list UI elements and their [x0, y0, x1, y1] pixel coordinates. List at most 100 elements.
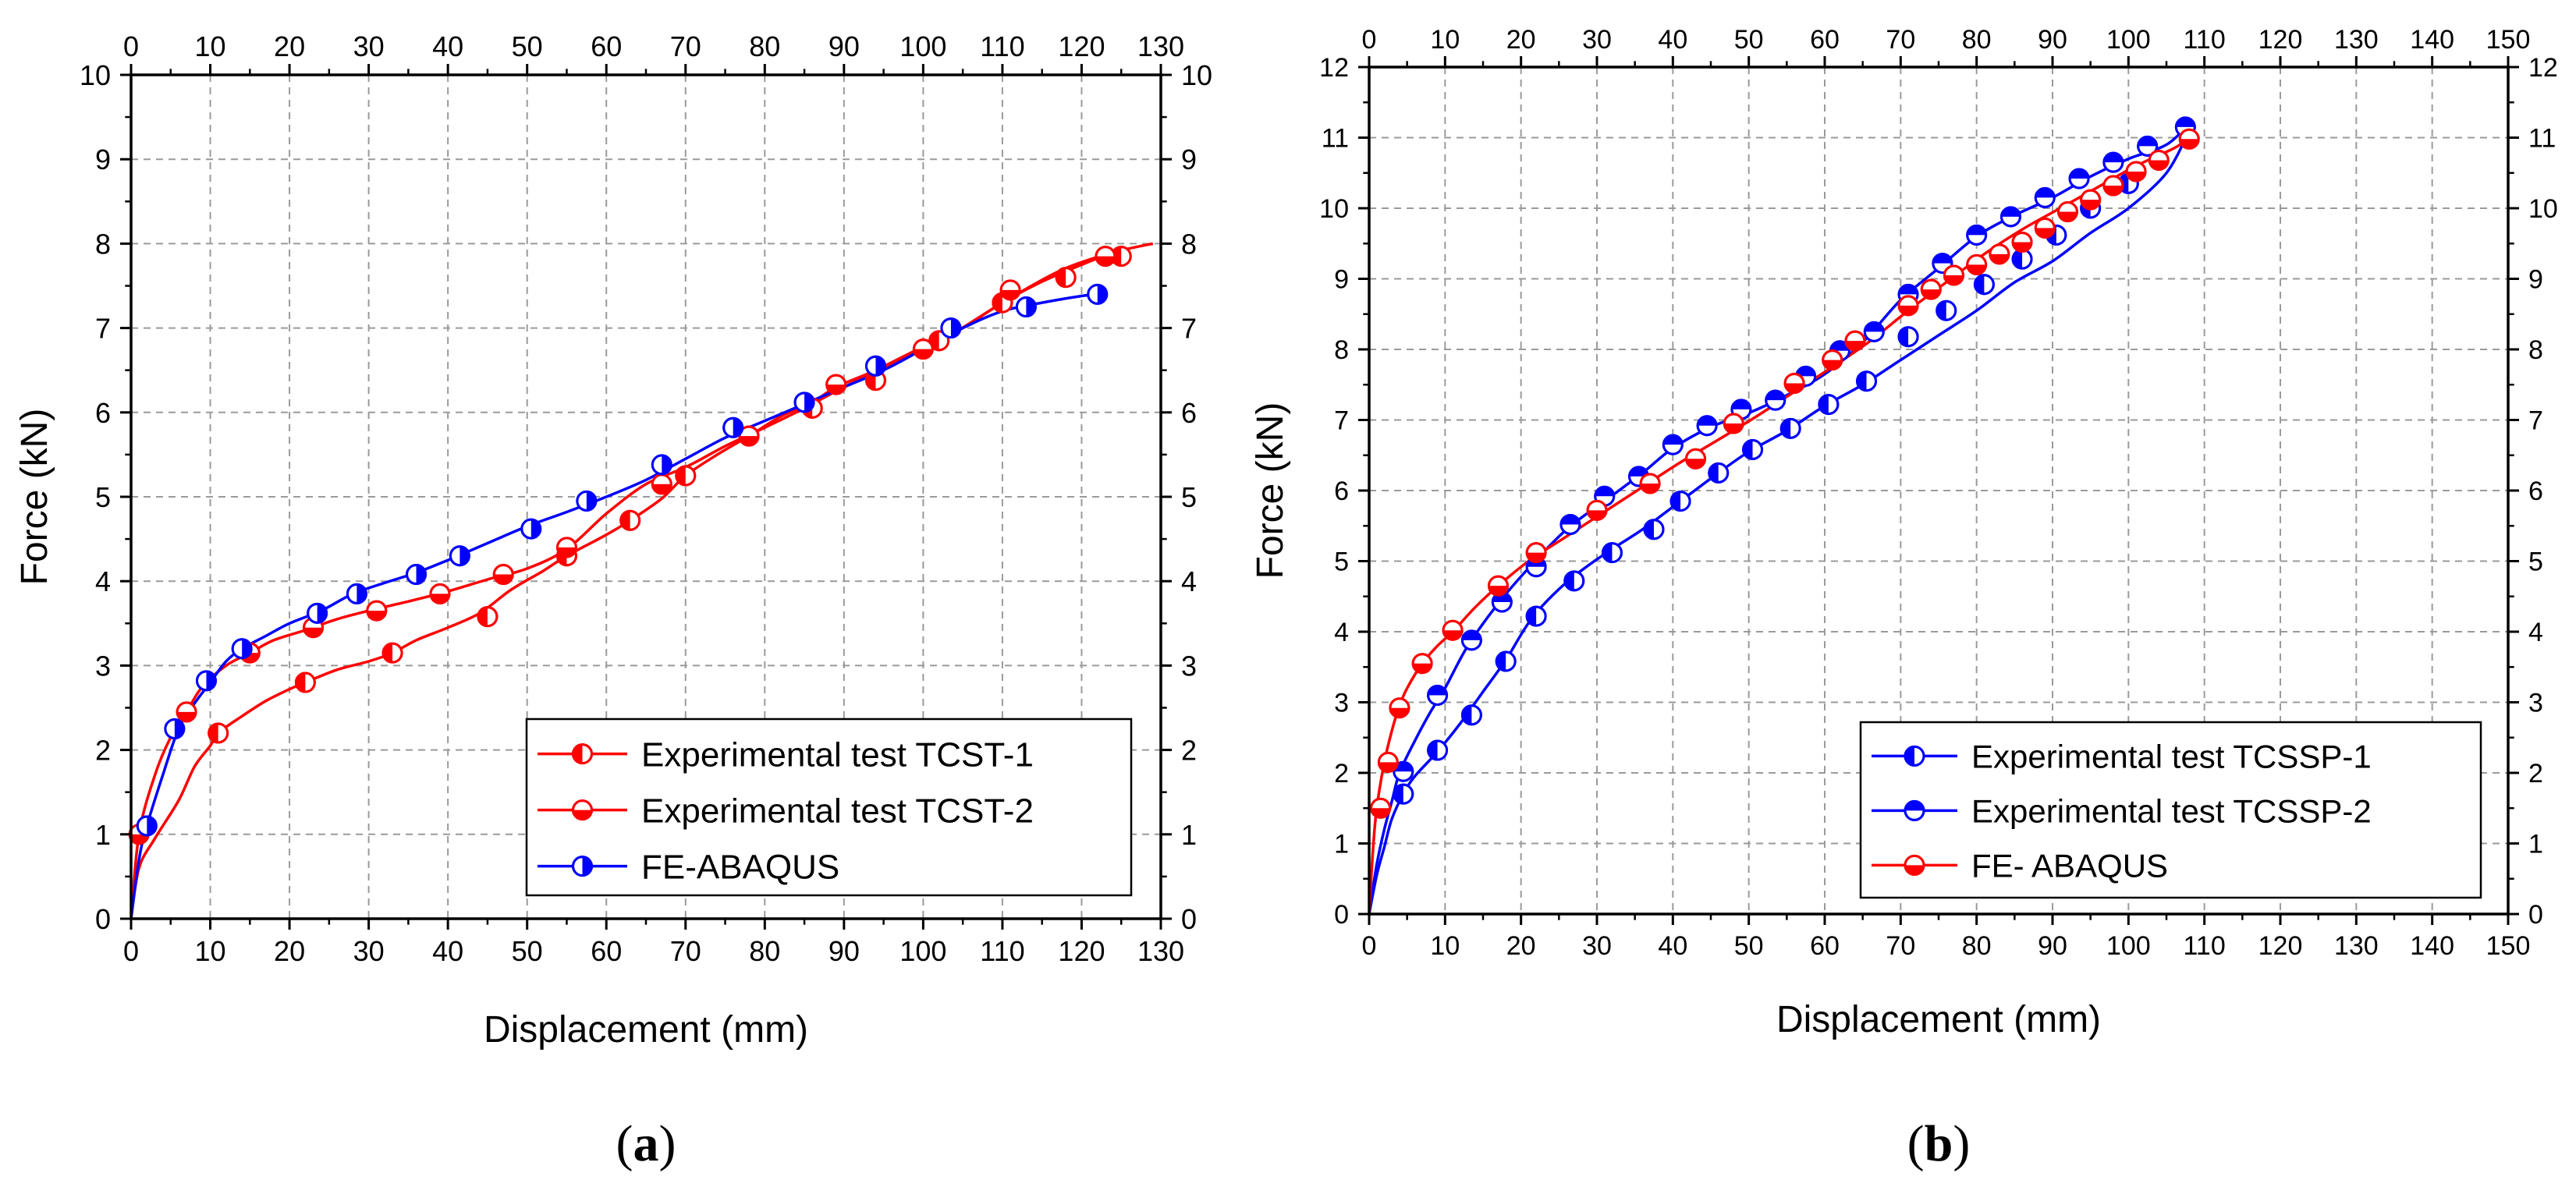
legend-label-b-3: FE- ABAQUS	[1971, 848, 2168, 884]
y-tick-label-left: 0	[1334, 900, 1349, 930]
chart-panel-a: 0010102020303040405050606070708080909010…	[14, 30, 1212, 1172]
x-tick-label-bottom: 20	[1506, 931, 1536, 961]
data-point-b-2	[2034, 186, 2056, 208]
panel-label-b-close: )	[1953, 1115, 1970, 1172]
data-point-a-3	[1087, 283, 1109, 305]
data-point-b-3	[2125, 161, 2147, 182]
y-axis-title-b: Force (kN)	[1250, 402, 1291, 579]
y-tick-label-right: 4	[2528, 618, 2543, 647]
x-tick-label-top: 20	[274, 30, 305, 62]
y-tick-label-left: 6	[1334, 477, 1349, 506]
legend-label-b-2: Experimental test TCSSP-2	[1971, 793, 2372, 830]
x-tick-label-bottom: 80	[1962, 931, 1992, 961]
y-tick-label-left: 9	[95, 144, 111, 175]
x-tick-label-bottom: 90	[2038, 931, 2067, 961]
x-axis-title-b: Displacement (mm)	[1776, 999, 2101, 1040]
x-tick-label-top: 120	[1058, 30, 1105, 62]
data-point-b-2	[1966, 224, 1988, 246]
y-tick-label-left: 4	[95, 565, 111, 597]
data-point-b-2	[1863, 321, 1885, 342]
data-point-b-1	[1856, 370, 1878, 392]
x-tick-label-bottom: 100	[899, 935, 946, 967]
series-layer-b	[1369, 116, 2200, 914]
y-tick-label-right: 2	[1181, 735, 1197, 767]
data-point-a-2	[429, 583, 451, 604]
x-tick-label-bottom: 50	[512, 935, 543, 967]
x-tick-label-bottom: 80	[749, 935, 780, 967]
data-point-b-1	[1669, 491, 1691, 512]
data-point-b-2	[1765, 389, 1787, 411]
data-point-a-2	[825, 374, 847, 395]
data-point-b-3	[1525, 542, 1547, 564]
x-tick-label-top: 50	[512, 30, 543, 62]
panel-label-b-letter: b	[1925, 1115, 1953, 1172]
legend-a: Experimental test TCST-1 Experimental tes…	[525, 718, 1133, 897]
data-point-b-3	[1442, 619, 1464, 641]
panel-label-a-letter: a	[633, 1115, 659, 1172]
data-point-b-3	[2178, 128, 2200, 150]
x-tick-label-bottom: 140	[2410, 931, 2454, 961]
data-point-a-2	[555, 537, 577, 558]
y-tick-label-right: 12	[2528, 53, 2558, 83]
y-tick-label-right: 3	[1181, 650, 1197, 682]
data-point-b-3	[1966, 253, 1988, 275]
data-point-a-2	[492, 564, 514, 586]
data-point-a-3	[1015, 296, 1037, 318]
data-point-b-2	[1932, 253, 1953, 275]
x-tick-label-bottom: 150	[2486, 931, 2531, 961]
data-point-b-2	[1460, 629, 1482, 651]
x-tick-label-bottom: 70	[670, 935, 701, 967]
x-tick-label-bottom: 40	[1658, 931, 1687, 961]
data-point-a-2	[176, 701, 197, 723]
data-point-b-2	[1696, 415, 1718, 437]
y-tick-label-left: 3	[1334, 689, 1349, 718]
data-point-b-2	[1393, 760, 1414, 782]
x-tick-label-top: 80	[1962, 25, 1992, 55]
x-tick-label-top: 100	[2106, 25, 2151, 55]
y-tick-label-left: 8	[1334, 335, 1349, 365]
y-tick-label-left: 6	[95, 397, 111, 429]
y-tick-label-right: 0	[1181, 903, 1197, 935]
x-tick-label-bottom: 60	[1810, 931, 1840, 961]
x-tick-label-bottom: 10	[195, 935, 226, 967]
data-point-b-3	[1411, 653, 1433, 675]
data-point-b-1	[2011, 248, 2033, 270]
y-tick-label-left: 12	[1319, 53, 1349, 83]
grid-b	[1369, 67, 2508, 914]
data-point-a-3	[793, 392, 815, 413]
data-point-b-1	[1936, 299, 1957, 321]
data-point-b-1	[1563, 570, 1585, 592]
x-tick-label-top: 130	[1137, 30, 1184, 62]
data-point-b-3	[2056, 201, 2078, 223]
data-point-b-1	[1427, 739, 1449, 761]
x-tick-label-top: 30	[1582, 25, 1612, 55]
data-point-b-1	[1495, 650, 1517, 672]
data-point-b-3	[2080, 189, 2102, 211]
x-tick-label-top: 110	[980, 30, 1024, 62]
x-tick-label-bottom: 50	[1734, 931, 1764, 961]
legend-marker-b-1	[1904, 745, 1925, 767]
x-tick-label-top: 140	[2410, 25, 2454, 55]
data-point-a-3	[346, 583, 367, 604]
x-tick-label-bottom: 70	[1886, 931, 1915, 961]
y-tick-label-right: 5	[1181, 481, 1197, 513]
y-tick-label-right: 10	[2528, 194, 2558, 224]
data-point-b-3	[1370, 797, 1392, 819]
y-tick-label-left: 5	[95, 481, 111, 513]
y-tick-label-left: 4	[1334, 618, 1349, 647]
y-tick-label-right: 2	[2528, 759, 2543, 788]
y-tick-label-right: 7	[2528, 406, 2543, 436]
x-tick-label-top: 70	[1886, 25, 1915, 55]
y-tick-label-left: 2	[1334, 759, 1349, 788]
data-point-a-3	[449, 545, 470, 567]
data-point-b-3	[2011, 231, 2033, 253]
y-tick-label-right: 8	[2528, 335, 2543, 365]
x-tick-label-top: 150	[2486, 25, 2531, 55]
y-tick-label-left: 7	[95, 313, 111, 345]
data-point-b-3	[2102, 175, 2124, 197]
data-point-b-1	[1393, 783, 1414, 805]
data-point-b-3	[1989, 243, 2010, 265]
x-tick-label-top: 0	[1362, 25, 1377, 55]
x-tick-label-bottom: 120	[2258, 931, 2303, 961]
